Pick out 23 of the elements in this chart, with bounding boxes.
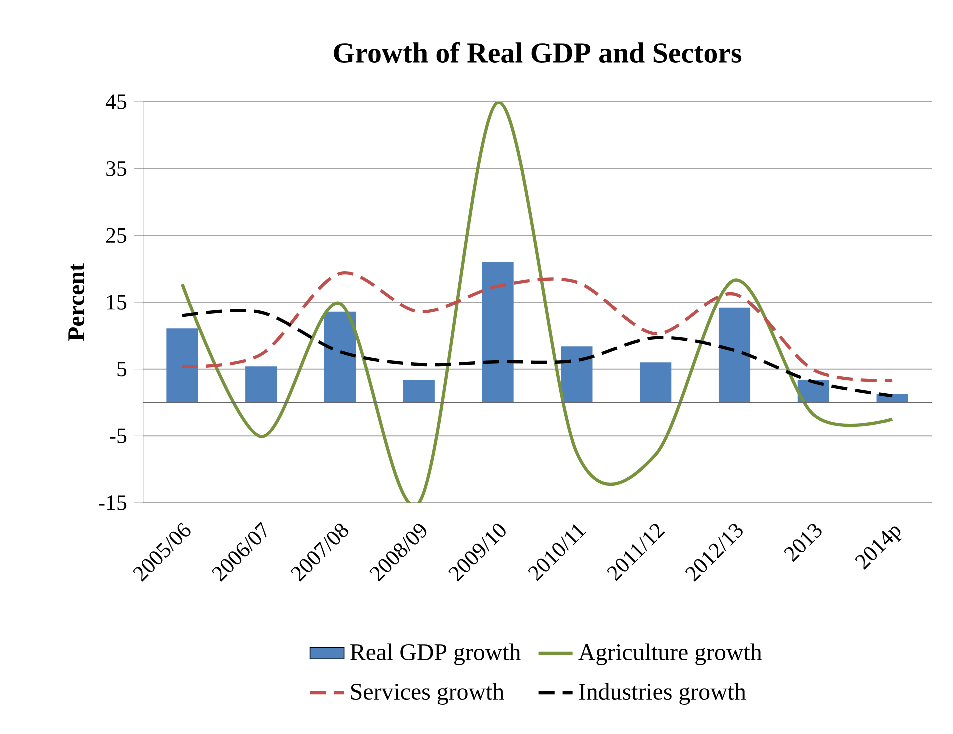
legend-label: Real GDP growth bbox=[350, 644, 521, 666]
bar bbox=[166, 328, 198, 403]
bar bbox=[324, 312, 356, 403]
y-tick-label: 25 bbox=[106, 228, 127, 244]
chart-title: Growth of Real GDP and Sectors bbox=[334, 42, 742, 63]
y-tick-label: -15 bbox=[99, 496, 127, 510]
y-axis-title: Percent bbox=[68, 264, 85, 342]
y-tick-label: 35 bbox=[106, 161, 127, 176]
bar bbox=[246, 366, 278, 403]
y-tick-label: 15 bbox=[107, 295, 127, 310]
bar bbox=[718, 308, 751, 403]
bar bbox=[482, 262, 514, 403]
y-tick-label: 5 bbox=[118, 362, 127, 377]
y-tick-label: -5 bbox=[110, 428, 127, 444]
bar bbox=[561, 346, 593, 403]
y-tick-label: 45 bbox=[106, 94, 127, 110]
legend-label: Agriculture growth bbox=[578, 644, 762, 666]
bar bbox=[403, 380, 435, 403]
legend-label: Industries growth bbox=[579, 683, 746, 705]
line-series bbox=[180, 102, 894, 503]
line-series bbox=[180, 272, 894, 382]
bar bbox=[640, 362, 672, 403]
legend-label: Services growth bbox=[351, 683, 504, 705]
